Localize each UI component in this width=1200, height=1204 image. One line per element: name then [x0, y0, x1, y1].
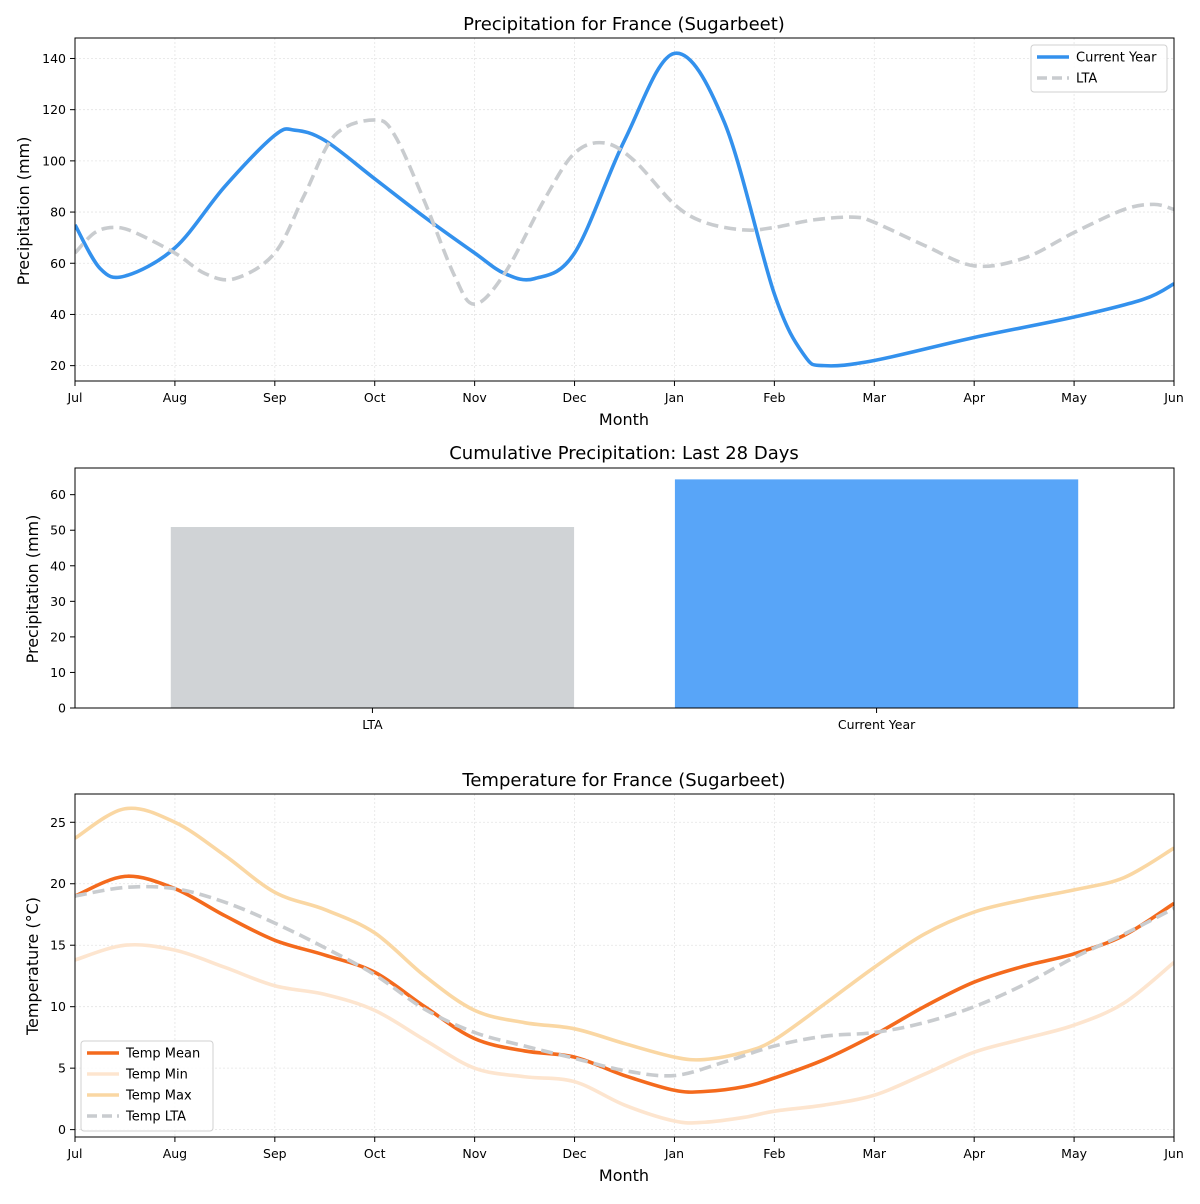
temperature-line-chart: Temperature for France (Sugarbeet) Month… [23, 770, 1184, 1185]
x-tick-label: Aug [163, 1146, 187, 1161]
x-tick-label: Nov [462, 390, 487, 405]
x-tick-label: Jan [664, 1146, 684, 1161]
y-axis-label: Precipitation (mm) [23, 515, 42, 664]
x-tick-label: Sep [263, 390, 287, 405]
precipitation-line-chart: Precipitation for France (Sugarbeet) Mon… [14, 14, 1184, 429]
y-tick-label: 10 [50, 999, 66, 1014]
x-tick-label: Nov [462, 1146, 487, 1161]
x-tick-label: Aug [163, 390, 187, 405]
x-tick-label: Mar [862, 1146, 886, 1161]
legend: Current Year LTA [1030, 44, 1168, 93]
y-tick-label: 20 [50, 358, 66, 373]
x-axis-label: Month [599, 1166, 649, 1185]
series-line [75, 118, 1174, 307]
x-tick-label: Feb [763, 1146, 785, 1161]
x-tick-label: May [1061, 1146, 1087, 1161]
y-tick-label: 40 [50, 307, 66, 322]
x-tick-label: Oct [364, 390, 386, 405]
x-tick-label: Dec [562, 1146, 586, 1161]
y-tick-label: 15 [50, 938, 66, 953]
x-tick-label: Jan [664, 390, 684, 405]
y-tick-label: 40 [50, 558, 66, 573]
series-line [75, 942, 1174, 1125]
y-tick-label: 140 [42, 51, 66, 66]
series-line [75, 51, 1174, 368]
series-line [75, 884, 1174, 1078]
x-tick-label: Jun [1163, 1146, 1184, 1161]
legend-box [80, 1040, 214, 1132]
legend-label: Temp Min [125, 1068, 188, 1083]
x-tick-label: Oct [364, 1146, 386, 1161]
series-line [75, 806, 1174, 1062]
y-tick-label: 0 [58, 1122, 66, 1137]
x-tick-label: LTA [362, 717, 383, 732]
x-tick-label: Dec [562, 390, 586, 405]
y-tick-label: 60 [50, 256, 66, 271]
x-tick-label: Apr [963, 390, 985, 405]
cumulative-bar-chart: Cumulative Precipitation: Last 28 Days P… [23, 443, 1175, 732]
x-tick-label: May [1061, 390, 1087, 405]
series-line [75, 874, 1174, 1094]
x-tick-label: Feb [763, 390, 785, 405]
x-tick-label: Jul [66, 1146, 82, 1161]
y-tick-label: 60 [50, 487, 66, 502]
x-tick-label: Apr [963, 1146, 985, 1161]
y-tick-label: 50 [50, 523, 66, 538]
x-tick-label: Jul [66, 390, 82, 405]
bar [674, 479, 1079, 708]
x-tick-label: Current Year [838, 717, 916, 732]
legend-label: LTA [1076, 72, 1097, 87]
y-tick-label: 0 [58, 701, 66, 716]
chart-title: Precipitation for France (Sugarbeet) [463, 14, 785, 35]
x-tick-label: Mar [862, 390, 886, 405]
y-tick-label: 80 [50, 205, 66, 220]
legend-label: Temp LTA [125, 1110, 186, 1125]
bar [170, 527, 575, 708]
y-tick-label: 25 [50, 815, 66, 830]
legend-label: Temp Max [125, 1089, 192, 1104]
plot-frame [74, 37, 1175, 382]
y-tick-label: 5 [58, 1061, 66, 1076]
y-tick-label: 30 [50, 594, 66, 609]
x-tick-label: Sep [263, 1146, 287, 1161]
chart-title: Cumulative Precipitation: Last 28 Days [449, 443, 799, 464]
y-axis-label: Temperature (°C) [23, 897, 42, 1036]
legend-label: Temp Mean [125, 1047, 200, 1062]
legend: Temp Mean Temp Min Temp Max Temp LTA [80, 1040, 214, 1132]
y-axis-label: Precipitation (mm) [14, 137, 33, 286]
plot-frame [74, 793, 1175, 1138]
y-tick-label: 10 [50, 665, 66, 680]
y-tick-label: 20 [50, 629, 66, 644]
chart-title: Temperature for France (Sugarbeet) [461, 770, 785, 791]
legend-label: Current Year [1076, 51, 1157, 66]
y-tick-label: 120 [42, 102, 66, 117]
x-tick-label: Jun [1163, 390, 1184, 405]
x-axis-label: Month [599, 410, 649, 429]
y-tick-label: 20 [50, 876, 66, 891]
y-tick-label: 100 [42, 153, 66, 168]
plot-frame [74, 467, 1175, 709]
